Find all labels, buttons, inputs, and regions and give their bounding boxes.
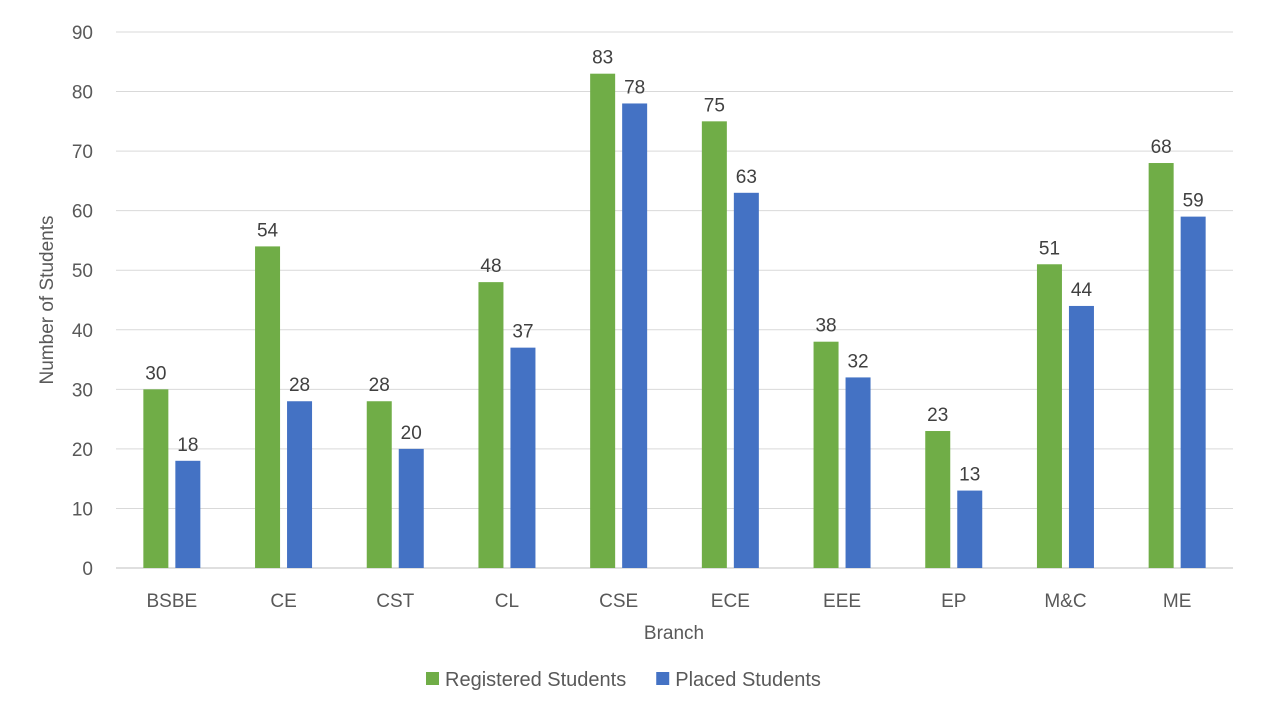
data-label: 78 — [624, 77, 645, 98]
data-label: 30 — [145, 363, 166, 384]
data-label: 83 — [592, 48, 613, 69]
data-label: 28 — [289, 375, 310, 396]
bar-registered — [701, 121, 727, 568]
data-label: 63 — [736, 167, 757, 188]
x-axis-title: Branch — [644, 623, 704, 644]
data-label: 68 — [1151, 137, 1172, 158]
x-tick-label: CL — [495, 591, 519, 612]
y-tick-label: 80 — [72, 83, 93, 104]
data-label: 54 — [257, 220, 279, 241]
data-label: 32 — [847, 351, 868, 372]
y-tick-label: 40 — [72, 321, 93, 342]
bar-placed — [510, 347, 536, 568]
bars — [143, 73, 1206, 569]
x-tick-label: ECE — [711, 591, 750, 612]
legend-swatch — [426, 672, 439, 685]
bar-registered — [478, 282, 504, 568]
bar-registered — [925, 431, 951, 568]
bar-placed — [622, 103, 648, 568]
bar-registered — [366, 401, 392, 568]
data-label: 28 — [369, 375, 390, 396]
x-tick-label: EEE — [823, 591, 861, 612]
bar-placed — [287, 401, 313, 568]
bar-placed — [1180, 216, 1206, 568]
bar-placed — [175, 460, 201, 568]
data-label: 37 — [512, 322, 533, 343]
y-axis-ticks: 0 10 20 30 40 50 60 70 80 90 — [72, 23, 93, 580]
y-tick-label: 20 — [72, 440, 93, 461]
bar-placed — [733, 192, 759, 569]
data-label: 38 — [815, 316, 836, 337]
data-label: 51 — [1039, 238, 1060, 259]
y-axis-title: Number of Students — [37, 216, 58, 385]
x-tick-label: BSBE — [146, 591, 197, 612]
data-labels: 30 18 54 28 28 20 48 37 83 78 75 63 38 32 23 13 51 44 68 59 — [145, 48, 1203, 486]
bar-placed — [957, 490, 983, 568]
legend-swatch — [656, 672, 670, 685]
x-axis-ticks: BSBE CE CST CL CSE ECE EEE EP M&C ME — [146, 591, 1191, 612]
x-tick-label: ME — [1163, 591, 1192, 612]
y-tick-label: 0 — [82, 559, 93, 580]
x-tick-label: M&C — [1044, 591, 1086, 612]
bar-placed — [1068, 305, 1094, 568]
x-tick-label: CST — [376, 591, 414, 612]
legend-label: Registered Students — [445, 669, 626, 691]
bar-registered — [255, 246, 281, 568]
data-label: 44 — [1071, 280, 1093, 301]
x-tick-label: CSE — [599, 591, 638, 612]
y-tick-label: 90 — [72, 23, 93, 44]
bar-registered — [1036, 264, 1062, 568]
y-tick-label: 60 — [72, 202, 93, 223]
bar-registered — [590, 73, 616, 568]
legend-label: Placed Students — [675, 669, 821, 691]
data-label: 59 — [1183, 191, 1204, 212]
bar-placed — [398, 448, 424, 568]
x-tick-label: EP — [941, 591, 966, 612]
y-tick-label: 50 — [72, 261, 93, 282]
data-label: 13 — [959, 465, 980, 486]
data-label: 75 — [704, 95, 725, 116]
y-tick-label: 30 — [72, 380, 93, 401]
data-label: 23 — [927, 405, 948, 426]
x-tick-label: CE — [270, 591, 296, 612]
y-tick-label: 70 — [72, 142, 93, 163]
data-label: 18 — [177, 435, 198, 456]
bar-registered — [1148, 163, 1174, 568]
data-label: 48 — [480, 256, 501, 277]
data-label: 20 — [401, 423, 422, 444]
gridlines — [116, 31, 1233, 569]
y-tick-label: 10 — [72, 499, 93, 520]
bar-registered — [143, 389, 169, 568]
bar-placed — [845, 377, 871, 568]
bar-registered — [813, 341, 839, 568]
legend: Registered Students Placed Students — [426, 669, 821, 691]
